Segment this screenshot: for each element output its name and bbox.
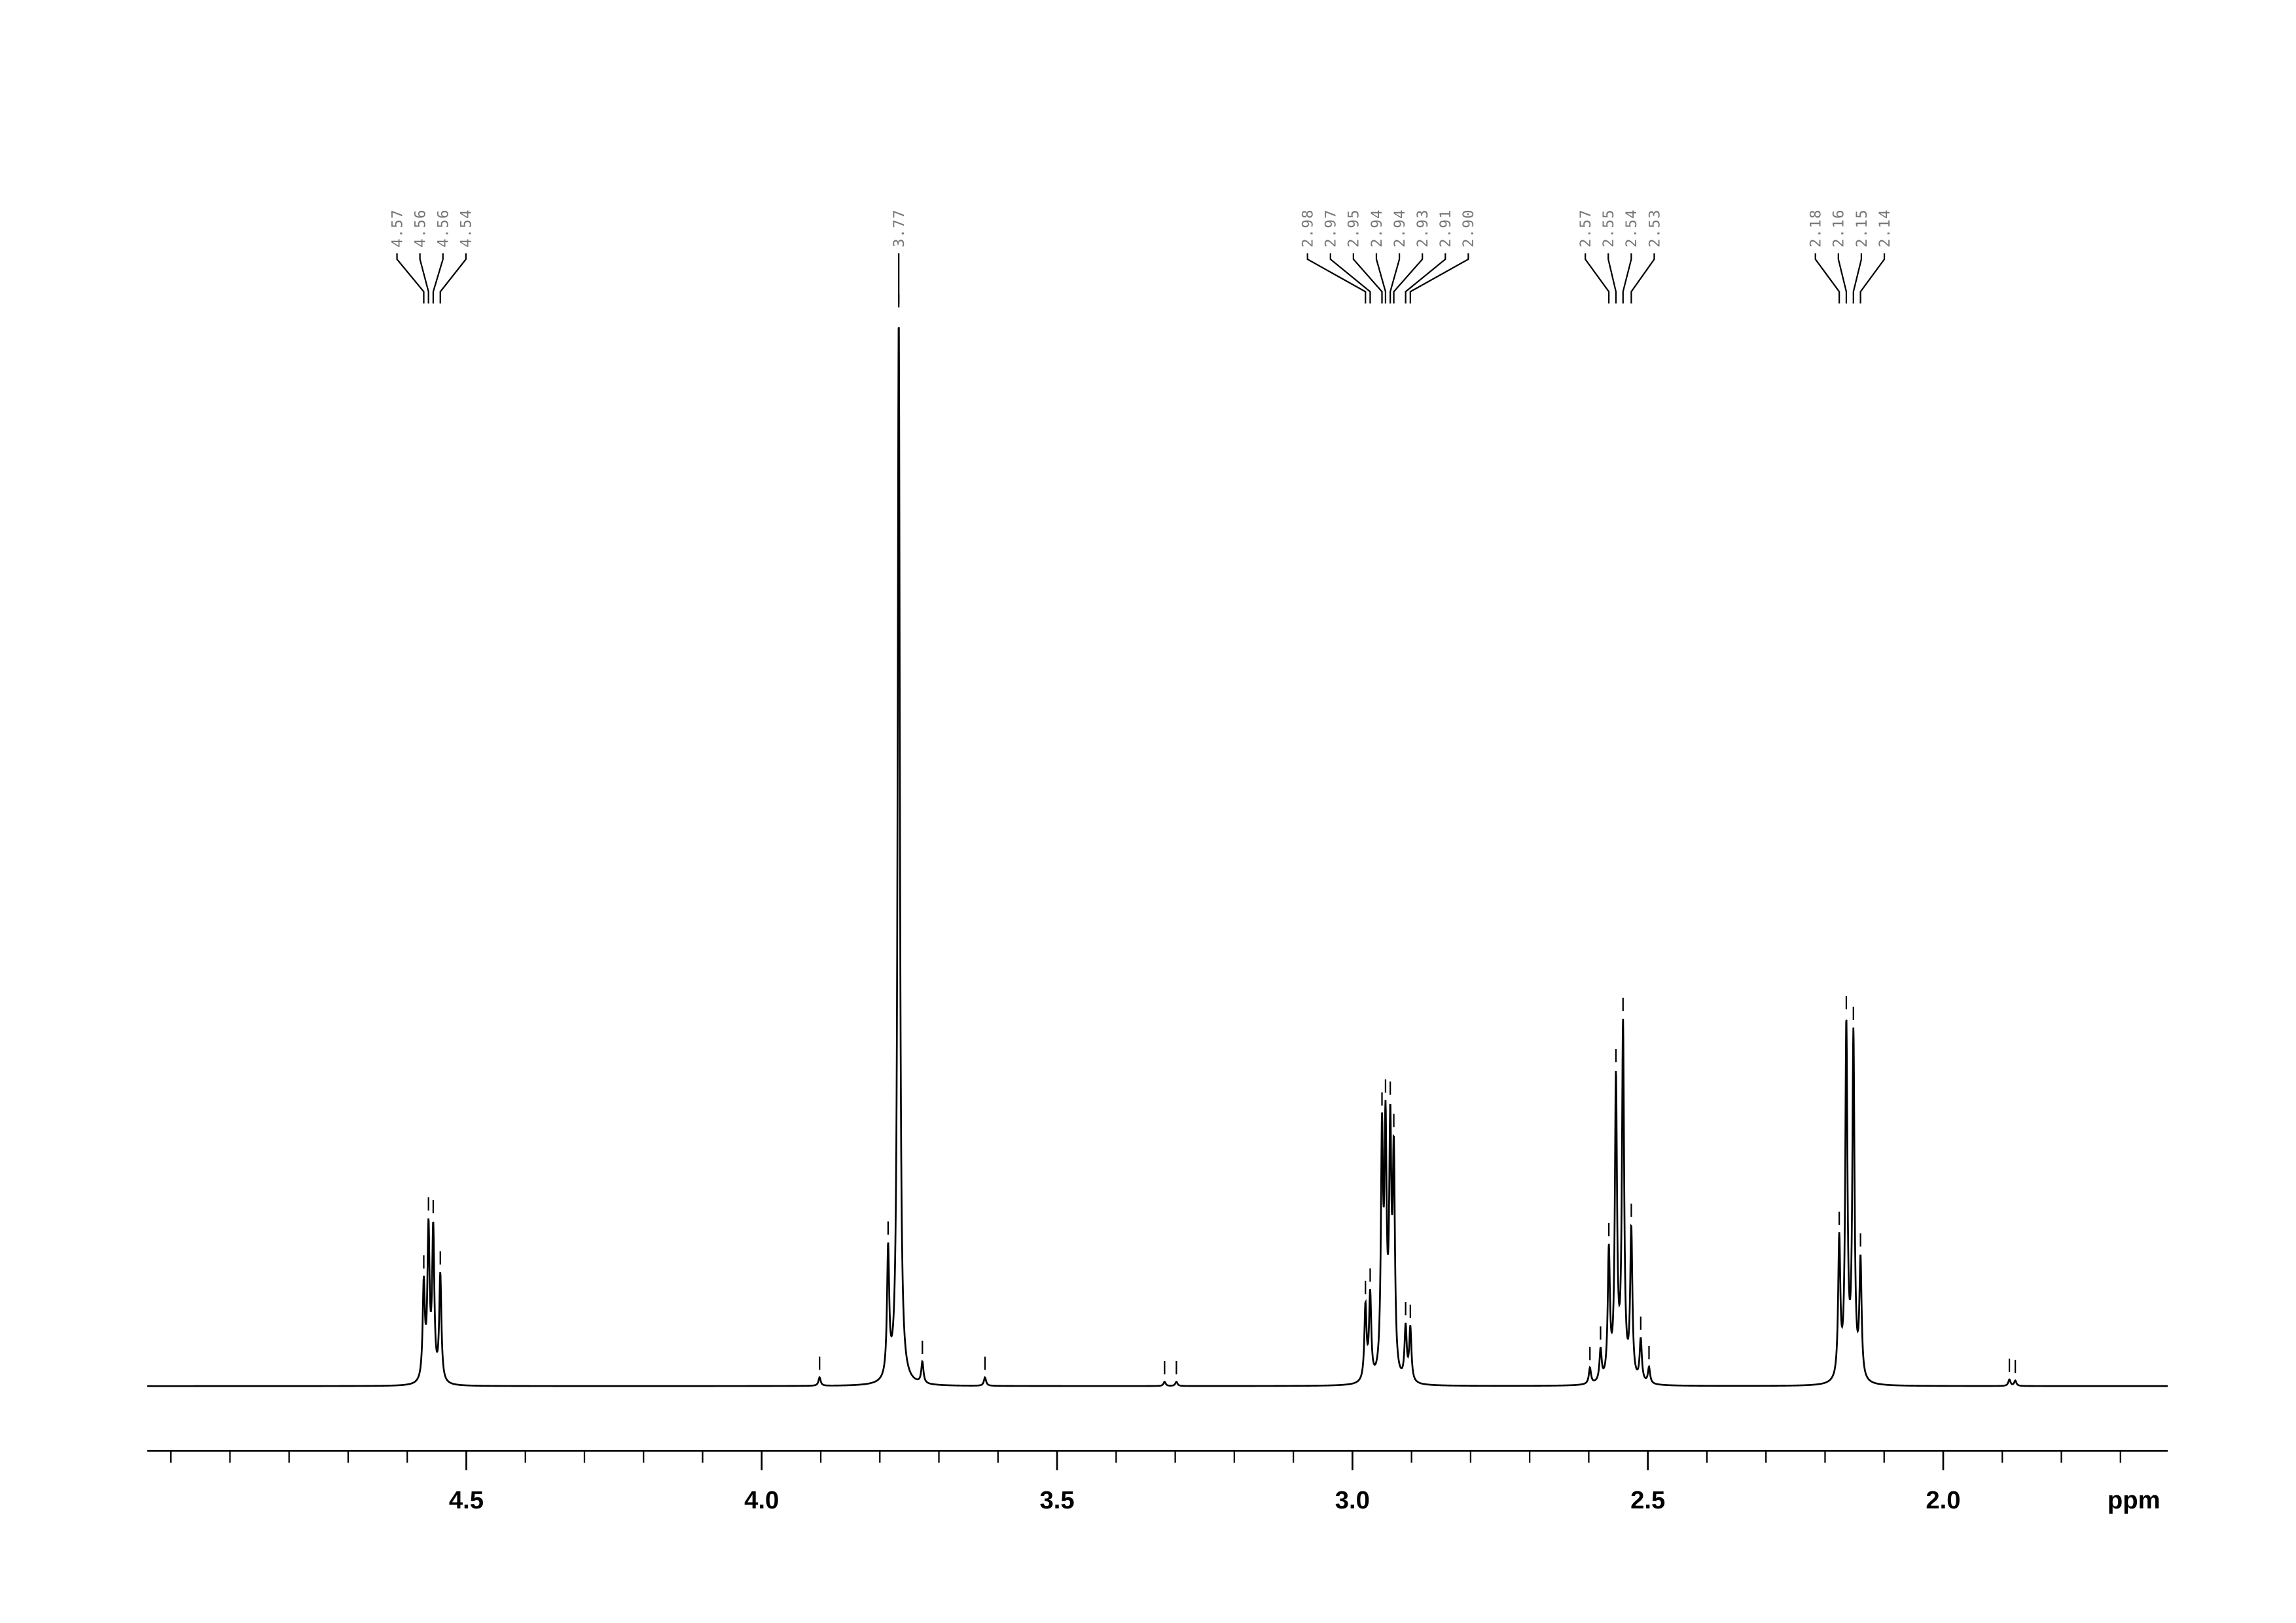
peak-label-connector bbox=[439, 253, 467, 304]
peak-label-connector bbox=[1585, 253, 1610, 304]
peak-label: 2.94 bbox=[1391, 209, 1408, 247]
peak-label: 4.57 bbox=[389, 209, 406, 247]
peak-label-connector bbox=[1622, 253, 1632, 304]
peak-label-connector bbox=[1393, 253, 1424, 304]
peak-label: 3.77 bbox=[891, 209, 908, 247]
peak-label: 2.55 bbox=[1600, 209, 1617, 247]
peak-label-connector bbox=[1409, 253, 1469, 304]
peak-label: 2.54 bbox=[1623, 209, 1640, 247]
peak-label-connector bbox=[1405, 253, 1446, 304]
x-tick-label: 3.0 bbox=[1335, 1486, 1370, 1514]
peak-label: 2.18 bbox=[1808, 209, 1825, 247]
peak-label: 2.15 bbox=[1854, 209, 1871, 247]
peak-label-connector bbox=[1852, 253, 1863, 304]
peak-label-connector bbox=[432, 253, 444, 304]
peak-label-connector bbox=[1837, 253, 1848, 304]
peak-label-connector bbox=[1352, 253, 1383, 304]
peak-label-connector bbox=[419, 253, 429, 304]
peak-label: 4.56 bbox=[412, 209, 429, 247]
peak-label: 4.54 bbox=[458, 209, 475, 247]
peak-label: 2.53 bbox=[1646, 209, 1663, 247]
peak-label-connector bbox=[1859, 253, 1886, 304]
peak-label-connector bbox=[1814, 253, 1840, 304]
peak-label: 2.98 bbox=[1300, 209, 1317, 247]
peak-label-connector bbox=[1607, 253, 1617, 304]
spectrum bbox=[147, 327, 2168, 1387]
peak-label: 4.56 bbox=[435, 209, 452, 247]
peak-label: 2.97 bbox=[1323, 209, 1340, 247]
peak-label-connector bbox=[1630, 253, 1655, 304]
x-tick-label: 2.5 bbox=[1630, 1486, 1665, 1514]
x-tick-label: 2.0 bbox=[1926, 1486, 1960, 1514]
peak-label-connector bbox=[1390, 253, 1401, 304]
peak-label: 2.90 bbox=[1460, 209, 1477, 247]
peak-label-connector bbox=[1375, 253, 1387, 304]
x-tick-label: 3.5 bbox=[1039, 1486, 1074, 1514]
peak-label: 2.57 bbox=[1577, 209, 1594, 247]
peak-label: 2.93 bbox=[1414, 209, 1431, 247]
x-tick-label: 4.5 bbox=[449, 1486, 484, 1514]
peak-label-connector bbox=[396, 253, 425, 304]
peak-label: 2.14 bbox=[1876, 209, 1893, 247]
peak-label: 2.16 bbox=[1831, 209, 1848, 247]
peak-label: 2.95 bbox=[1346, 209, 1363, 247]
peak-label: 2.91 bbox=[1437, 209, 1454, 247]
x-tick-label: 4.0 bbox=[744, 1486, 779, 1514]
peak-label-connector bbox=[1329, 253, 1371, 304]
x-axis-label: ppm bbox=[2108, 1486, 2161, 1514]
peak-label: 2.94 bbox=[1369, 209, 1386, 247]
peak-label-connector bbox=[1306, 253, 1367, 304]
